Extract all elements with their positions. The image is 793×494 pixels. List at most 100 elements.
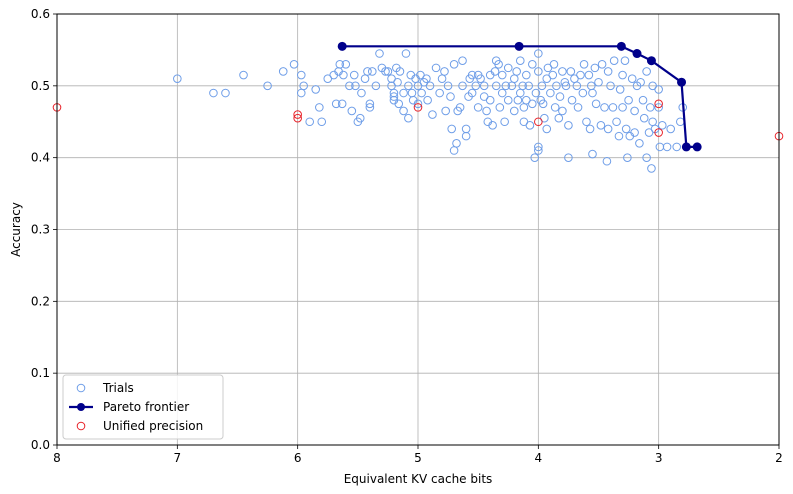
- trial-point: [349, 70, 359, 80]
- trial-point: [561, 81, 571, 91]
- trial-point: [381, 67, 390, 76]
- trial-point: [609, 56, 619, 65]
- trial-point: [367, 67, 377, 76]
- trial-point: [447, 124, 456, 134]
- trial-point: [554, 113, 564, 123]
- trial-point: [371, 81, 381, 91]
- y-axis-label: Accuracy: [9, 202, 23, 257]
- trial-point: [289, 59, 299, 69]
- trial-point: [578, 88, 588, 98]
- series-layer: [52, 41, 784, 173]
- trial-point: [331, 99, 341, 109]
- trial-point: [455, 103, 465, 112]
- trial-point: [440, 67, 449, 76]
- trial-point: [588, 88, 597, 98]
- legend-label: Unified precision: [103, 419, 203, 433]
- series-pareto-frontier: [337, 41, 702, 152]
- x-axis-label: Equivalent KV cache bits: [344, 472, 493, 486]
- legend-marker: [77, 403, 85, 411]
- trial-point: [296, 88, 306, 98]
- trial-point: [407, 88, 417, 98]
- x-tick-label: 5: [414, 451, 422, 465]
- trial-point: [452, 139, 461, 148]
- trial-point: [509, 74, 519, 83]
- trial-point: [618, 70, 627, 80]
- trial-point: [339, 70, 348, 80]
- unified-precision-point: [534, 117, 543, 127]
- trial-point: [422, 74, 431, 83]
- trial-point: [591, 99, 601, 109]
- trial-point: [399, 106, 408, 116]
- trial-point: [603, 67, 613, 76]
- trial-point: [500, 117, 509, 127]
- trial-point: [564, 121, 573, 130]
- trial-point: [479, 81, 489, 91]
- trial-point: [522, 70, 531, 80]
- trial-point: [549, 59, 559, 69]
- trial-point: [209, 88, 218, 98]
- trial-point: [642, 67, 651, 76]
- trial-point: [647, 164, 656, 173]
- trial-point: [491, 81, 501, 91]
- trial-point: [590, 63, 600, 73]
- trial-point: [534, 49, 543, 58]
- trial-point: [582, 117, 591, 127]
- trial-point: [608, 103, 618, 112]
- trial-point: [566, 67, 576, 76]
- trial-point: [389, 92, 399, 101]
- trial-point: [401, 49, 411, 58]
- y-tick-label: 0.5: [31, 79, 50, 93]
- trial-point: [413, 99, 423, 109]
- trial-point: [645, 103, 655, 112]
- trial-point: [497, 88, 507, 98]
- unified-precision-point: [293, 110, 302, 119]
- trial-point: [612, 117, 621, 127]
- y-tick-label: 0.4: [31, 151, 50, 165]
- trial-point: [404, 113, 413, 123]
- trial-point: [528, 99, 537, 109]
- unified-precision-point: [654, 99, 663, 109]
- trial-point: [425, 81, 435, 91]
- trial-point: [567, 95, 577, 105]
- trial-point: [537, 81, 547, 91]
- trial-point: [558, 67, 567, 76]
- trial-point: [345, 81, 354, 91]
- trial-point: [461, 131, 471, 141]
- trial-point: [525, 121, 535, 130]
- trial-point: [239, 70, 248, 80]
- trial-point: [519, 103, 529, 112]
- trial-point: [399, 88, 408, 98]
- trial-point: [497, 70, 507, 80]
- trial-point: [515, 56, 525, 65]
- trial-point: [449, 146, 459, 155]
- trial-point: [528, 59, 537, 69]
- trial-point: [579, 59, 589, 69]
- pareto-point: [677, 77, 687, 87]
- trial-point: [630, 106, 639, 116]
- x-tick-label: 4: [535, 451, 543, 465]
- trial-point: [299, 81, 308, 91]
- trial-point: [572, 81, 582, 91]
- trial-point: [305, 117, 315, 127]
- trial-point: [524, 81, 534, 91]
- trial-point: [642, 153, 651, 162]
- trial-point: [548, 70, 558, 80]
- trial-point: [512, 67, 521, 76]
- trial-point: [606, 81, 615, 91]
- legend: Trials Pareto frontier Unified precision: [62, 374, 224, 440]
- trial-point: [473, 103, 483, 112]
- trial-point: [546, 88, 555, 98]
- trial-point: [431, 63, 441, 73]
- trial-point: [315, 103, 324, 112]
- trial-point: [550, 103, 560, 112]
- trial-point: [509, 106, 519, 116]
- trial-point: [435, 88, 444, 98]
- trial-point: [603, 124, 613, 134]
- trial-point: [471, 81, 481, 91]
- legend-marker: [76, 383, 86, 393]
- trial-point: [627, 74, 637, 83]
- legend-label: Trials: [102, 381, 134, 395]
- pareto-point: [514, 41, 524, 51]
- unified-precision-point: [413, 103, 423, 112]
- pareto-point: [632, 49, 642, 59]
